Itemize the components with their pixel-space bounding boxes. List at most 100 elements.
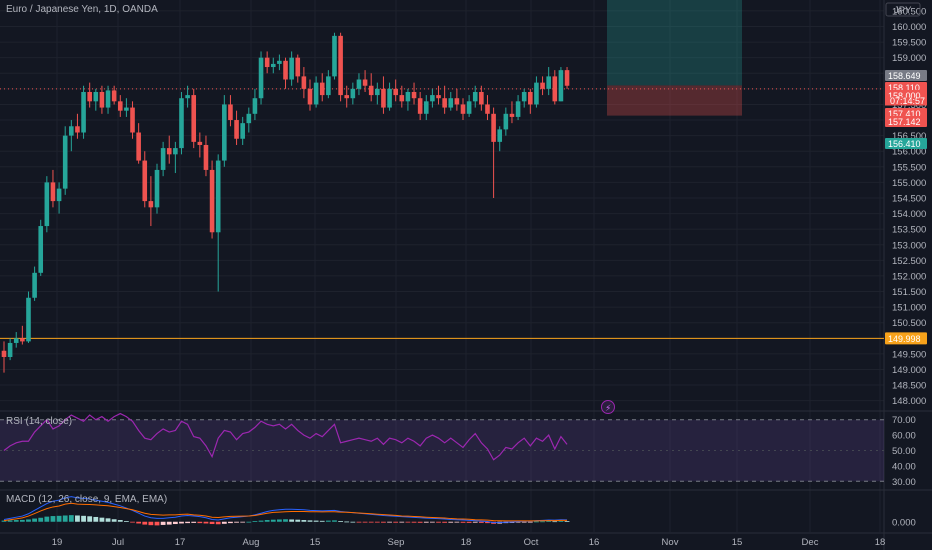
candle[interactable] <box>69 120 74 152</box>
candle[interactable] <box>277 54 282 71</box>
candle[interactable] <box>430 88 435 108</box>
candle[interactable] <box>344 85 350 108</box>
candle[interactable] <box>240 116 245 145</box>
macd-signal-line[interactable] <box>3 502 568 522</box>
candle[interactable] <box>295 54 301 83</box>
candle[interactable] <box>497 126 503 152</box>
candle[interactable] <box>246 107 252 133</box>
rsi-title[interactable]: RSI (14, close) <box>6 416 72 427</box>
candle[interactable] <box>234 110 239 145</box>
candle[interactable] <box>356 73 362 96</box>
candle[interactable] <box>142 151 148 208</box>
candle[interactable] <box>528 88 533 114</box>
candle[interactable] <box>485 95 490 121</box>
candle[interactable] <box>154 163 160 214</box>
candle[interactable] <box>503 107 509 136</box>
candle[interactable] <box>326 70 331 99</box>
candle[interactable] <box>13 332 19 348</box>
candle[interactable] <box>7 338 13 361</box>
candle[interactable] <box>307 79 313 111</box>
candle[interactable] <box>472 85 478 108</box>
candle[interactable] <box>338 32 343 102</box>
candle[interactable] <box>117 95 123 117</box>
candle[interactable] <box>185 85 190 108</box>
candle[interactable] <box>393 79 398 102</box>
candle[interactable] <box>534 76 539 108</box>
time-axis[interactable]: 19 Jul 17 Aug 15 Sep 18 Oct 16 Nov 15 Dec 18 <box>52 537 886 548</box>
macd-title[interactable]: MACD (12, 26, close, 9, EMA, EMA) <box>6 494 167 505</box>
candle[interactable] <box>564 67 570 89</box>
candle[interactable] <box>81 85 86 139</box>
candle[interactable] <box>62 126 68 195</box>
candle[interactable] <box>442 85 447 114</box>
candle[interactable] <box>436 85 441 105</box>
candle[interactable] <box>368 73 374 102</box>
candle[interactable] <box>173 141 178 174</box>
candle[interactable] <box>209 160 215 239</box>
candle[interactable] <box>289 51 294 86</box>
candle[interactable] <box>491 107 496 198</box>
position-stop-zone[interactable] <box>607 85 742 116</box>
candle[interactable] <box>521 88 527 108</box>
candle[interactable] <box>130 101 135 139</box>
candle[interactable] <box>313 76 319 108</box>
candle[interactable] <box>540 76 545 96</box>
candle[interactable] <box>75 113 80 139</box>
candle[interactable] <box>399 85 405 108</box>
candle[interactable] <box>460 98 466 121</box>
candle[interactable] <box>179 91 184 155</box>
candle[interactable] <box>362 70 368 92</box>
candle[interactable] <box>332 32 337 80</box>
candle[interactable] <box>197 132 203 158</box>
candle[interactable] <box>228 95 233 127</box>
rsi-line[interactable] <box>3 412 568 461</box>
candle[interactable] <box>479 85 484 111</box>
position-target-zone[interactable] <box>607 0 742 86</box>
symbol-title[interactable]: Euro / Japanese Yen, 1D, OANDA <box>6 4 158 15</box>
candle[interactable] <box>454 88 460 111</box>
candle[interactable] <box>283 57 288 89</box>
price-axis[interactable]: 160.500160.000159.500159.000158.500158.0… <box>885 6 927 528</box>
candle[interactable] <box>215 154 221 292</box>
candle[interactable] <box>44 176 50 233</box>
candle[interactable] <box>87 82 92 108</box>
candle[interactable] <box>50 169 56 208</box>
candle[interactable] <box>405 88 411 111</box>
long-position-tool[interactable] <box>607 0 742 116</box>
candle[interactable] <box>38 219 44 276</box>
candle[interactable] <box>203 135 209 177</box>
macd-line[interactable] <box>3 496 568 524</box>
price-tag[interactable] <box>885 116 927 127</box>
price-tag[interactable] <box>885 138 927 149</box>
candle[interactable] <box>552 70 558 105</box>
candle[interactable] <box>448 91 454 111</box>
candle[interactable] <box>166 135 172 164</box>
candle[interactable] <box>136 123 141 164</box>
candle[interactable] <box>93 88 99 111</box>
currency-box[interactable] <box>885 2 921 17</box>
candle[interactable] <box>466 95 472 117</box>
candle[interactable] <box>417 91 423 121</box>
candle[interactable] <box>105 85 111 114</box>
candle[interactable] <box>99 85 105 114</box>
candle[interactable] <box>375 82 380 105</box>
candle[interactable] <box>111 85 117 105</box>
candle[interactable] <box>509 101 515 124</box>
macd-pane[interactable] <box>1 496 570 526</box>
candle[interactable] <box>124 98 129 117</box>
price-pane[interactable] <box>0 32 884 373</box>
candle[interactable] <box>270 57 276 74</box>
candle[interactable] <box>222 95 227 167</box>
candle[interactable] <box>32 266 37 301</box>
candle[interactable] <box>319 73 325 102</box>
candle[interactable] <box>191 88 197 149</box>
support-price-tag[interactable] <box>885 332 927 345</box>
candle[interactable] <box>546 67 551 96</box>
candle[interactable] <box>301 67 307 99</box>
candle[interactable] <box>264 51 270 74</box>
candle[interactable] <box>350 82 356 105</box>
candle[interactable] <box>258 51 264 105</box>
candle[interactable] <box>56 182 62 214</box>
candle[interactable] <box>515 95 521 121</box>
